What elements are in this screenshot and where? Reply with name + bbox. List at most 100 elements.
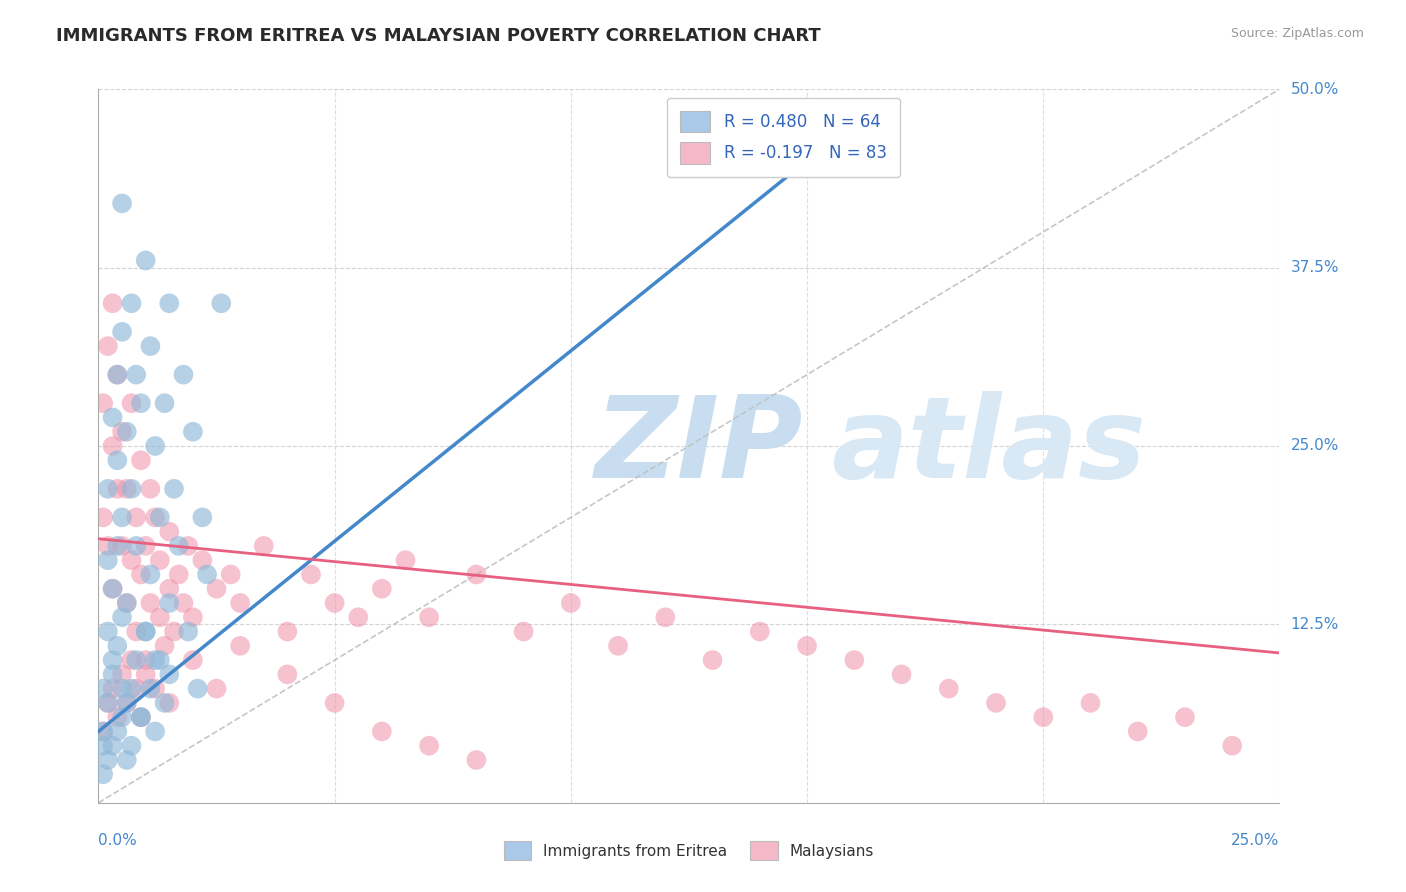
Point <box>167 567 190 582</box>
Point <box>115 482 138 496</box>
Point <box>1080 696 1102 710</box>
Point <box>167 539 190 553</box>
Point <box>129 710 152 724</box>
Point <box>143 439 166 453</box>
Point <box>135 653 157 667</box>
Point <box>139 596 162 610</box>
Point <box>125 681 148 696</box>
Point <box>115 696 138 710</box>
Point <box>371 582 394 596</box>
Point <box>101 582 124 596</box>
Point <box>191 553 214 567</box>
Point <box>323 696 346 710</box>
Point <box>157 596 180 610</box>
Point <box>91 767 114 781</box>
Point <box>111 681 134 696</box>
Point <box>105 639 128 653</box>
Text: ZIP: ZIP <box>595 391 803 501</box>
Legend: Immigrants from Eritrea, Malaysians: Immigrants from Eritrea, Malaysians <box>498 835 880 866</box>
Point <box>276 624 298 639</box>
Point <box>181 610 204 624</box>
Point <box>465 753 488 767</box>
Point <box>149 510 172 524</box>
Point <box>115 596 138 610</box>
Point <box>97 482 120 496</box>
Point <box>1174 710 1197 724</box>
Point <box>177 539 200 553</box>
Point <box>125 539 148 553</box>
Point <box>105 453 128 467</box>
Point <box>135 667 157 681</box>
Point <box>115 753 138 767</box>
Point <box>115 596 138 610</box>
Point <box>139 567 162 582</box>
Point <box>91 681 114 696</box>
Point <box>157 296 180 310</box>
Point <box>97 696 120 710</box>
Point <box>157 696 180 710</box>
Point <box>121 739 143 753</box>
Point <box>984 696 1007 710</box>
Point <box>105 710 128 724</box>
Point <box>101 653 124 667</box>
Text: 50.0%: 50.0% <box>1291 82 1339 96</box>
Point <box>139 339 162 353</box>
Point <box>105 368 128 382</box>
Point <box>465 567 488 582</box>
Point <box>121 553 143 567</box>
Point <box>347 610 370 624</box>
Point <box>97 624 120 639</box>
Point <box>1032 710 1054 724</box>
Point <box>111 539 134 553</box>
Point <box>101 439 124 453</box>
Point <box>129 396 152 410</box>
Point <box>125 510 148 524</box>
Point <box>139 482 162 496</box>
Point <box>607 639 630 653</box>
Point <box>418 610 440 624</box>
Point <box>121 296 143 310</box>
Point <box>121 482 143 496</box>
Point <box>890 667 912 681</box>
Point <box>121 681 143 696</box>
Point <box>191 510 214 524</box>
Point <box>135 624 157 639</box>
Point <box>91 510 114 524</box>
Point <box>172 368 194 382</box>
Point <box>177 624 200 639</box>
Point <box>195 567 218 582</box>
Point <box>115 696 138 710</box>
Point <box>111 425 134 439</box>
Point <box>394 553 416 567</box>
Point <box>121 653 143 667</box>
Point <box>101 681 124 696</box>
Point <box>105 368 128 382</box>
Point <box>135 253 157 268</box>
Point <box>153 696 176 710</box>
Point <box>1126 724 1149 739</box>
Point <box>143 510 166 524</box>
Point <box>157 524 180 539</box>
Point <box>111 667 134 681</box>
Point <box>323 596 346 610</box>
Text: 12.5%: 12.5% <box>1291 617 1339 632</box>
Point <box>157 667 180 681</box>
Point <box>97 696 120 710</box>
Point <box>153 639 176 653</box>
Point <box>229 596 252 610</box>
Point <box>654 610 676 624</box>
Point <box>253 539 276 553</box>
Point <box>172 596 194 610</box>
Text: 37.5%: 37.5% <box>1291 260 1339 275</box>
Point <box>111 610 134 624</box>
Point <box>512 624 534 639</box>
Point <box>209 296 232 310</box>
Point <box>163 482 186 496</box>
Point <box>1220 739 1243 753</box>
Point <box>129 453 152 467</box>
Point <box>139 681 162 696</box>
Point <box>135 624 157 639</box>
Point <box>97 753 120 767</box>
Point <box>125 368 148 382</box>
Point <box>111 510 134 524</box>
